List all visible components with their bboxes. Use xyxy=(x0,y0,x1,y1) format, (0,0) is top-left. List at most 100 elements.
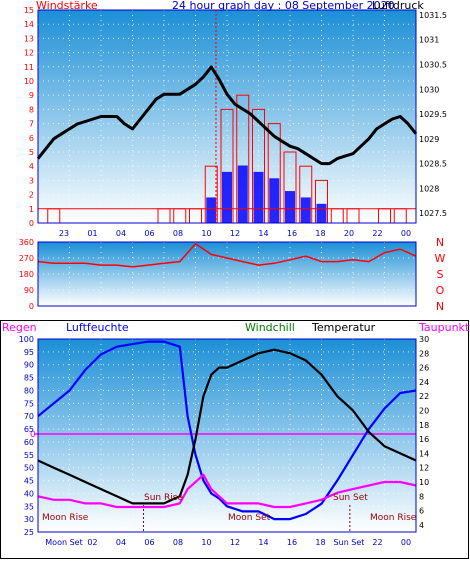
tick-right-compass: O xyxy=(436,284,445,297)
panel-3-frame xyxy=(37,338,417,533)
tick-x-panel3: 02 xyxy=(87,538,97,547)
tick-right-temperature: 20 xyxy=(419,406,429,415)
wind-direction-line xyxy=(37,242,417,268)
tick-left-direction: 0 xyxy=(29,302,34,311)
wind-avg-bar xyxy=(300,197,311,223)
tick-right-temperature: 26 xyxy=(419,364,429,373)
tick-x-panel3: 06 xyxy=(144,538,154,547)
moon-rise-right-label: Moon Rise xyxy=(370,513,417,523)
tick-left-wind: 6 xyxy=(29,134,34,143)
tick-right-temperature: 6 xyxy=(419,507,424,516)
label-rain: Regen xyxy=(2,321,37,334)
tick-left-humidity: 65 xyxy=(24,425,34,434)
tick-left-wind: 8 xyxy=(29,105,34,114)
tick-right-compass: N xyxy=(436,300,444,313)
label-dewpoint: Taupunkt xyxy=(418,321,470,334)
tick-x-panel3: 08 xyxy=(173,538,183,547)
panel-2-frame xyxy=(37,241,417,307)
label-temperature: Temperatur xyxy=(311,321,376,334)
tick-left-humidity: 85 xyxy=(24,374,34,383)
tick-left-humidity: 45 xyxy=(24,477,34,486)
tick-right-temperature: 30 xyxy=(419,335,429,344)
dewpoint-line xyxy=(37,473,417,509)
left-label-wind: Windstärke xyxy=(36,0,98,12)
series-layer xyxy=(34,65,418,532)
tick-right-temperature: 22 xyxy=(419,392,429,401)
wind-avg-bar xyxy=(253,171,264,223)
tick-left-humidity: 55 xyxy=(24,451,34,460)
tick-left-wind: 10 xyxy=(24,77,34,86)
tick-left-wind: 7 xyxy=(29,120,34,129)
sun-rise-label: Sun Rise xyxy=(144,493,183,503)
wind-avg-bar xyxy=(222,171,232,223)
tick-left-humidity: 80 xyxy=(24,386,34,395)
tick-left-wind: 5 xyxy=(29,148,34,157)
tick-x-panel1: 20 xyxy=(344,229,354,238)
tick-right-compass: N xyxy=(436,236,444,249)
moon-set-label: Moon Set xyxy=(228,513,271,523)
tick-x-panel1: 14 xyxy=(258,229,268,238)
tick-right-pressure: 1028 xyxy=(419,184,439,193)
wind-avg-bar xyxy=(285,191,295,223)
tick-right-temperature: 24 xyxy=(419,378,429,387)
tick-right-temperature: 10 xyxy=(419,478,429,487)
tick-left-humidity: 30 xyxy=(24,515,34,524)
tick-right-pressure: 1027.5 xyxy=(419,209,447,218)
tick-left-direction: 90 xyxy=(24,286,34,295)
tick-x-panel3: 10 xyxy=(201,538,211,547)
right-label-pressure: Luftdruck xyxy=(372,0,424,12)
tick-left-wind: 2 xyxy=(29,191,34,200)
sun-set-label: Sun Set xyxy=(333,493,368,503)
tick-x-panel1: 00 xyxy=(401,229,411,238)
tick-x-panel3: 18 xyxy=(315,538,325,547)
tick-x-panel3: 12 xyxy=(230,538,240,547)
tick-right-pressure: 1029.5 xyxy=(419,110,447,119)
tick-left-humidity: 25 xyxy=(24,528,34,537)
panel-1-frame xyxy=(37,9,417,224)
tick-right-temperature: 16 xyxy=(419,435,429,444)
moon-rise-left-label: Moon Rise xyxy=(42,513,89,523)
tick-x-panel3: 14 xyxy=(258,538,268,547)
tick-left-humidity: 50 xyxy=(24,464,34,473)
tick-left-humidity: 40 xyxy=(24,489,34,498)
tick-left-humidity: 70 xyxy=(24,412,34,421)
tick-right-pressure: 1028.5 xyxy=(419,160,447,169)
tick-x-panel1: 08 xyxy=(173,229,183,238)
tick-left-wind: 13 xyxy=(24,34,34,43)
wind-avg-bar xyxy=(206,197,217,223)
tick-left-humidity: 35 xyxy=(24,502,34,511)
tick-left-wind: 0 xyxy=(29,219,34,228)
tick-left-wind: 3 xyxy=(29,176,34,185)
temperature-line xyxy=(37,348,417,505)
humidity-line xyxy=(37,340,417,521)
tick-left-humidity: 90 xyxy=(24,361,34,370)
tick-left-humidity: 60 xyxy=(24,438,34,447)
tick-x-panel1: 16 xyxy=(287,229,297,238)
tick-left-wind: 9 xyxy=(29,91,34,100)
tick-x-panel1: 23 xyxy=(59,229,69,238)
tick-right-temperature: 12 xyxy=(419,464,429,473)
tick-x-panel1: 12 xyxy=(230,229,240,238)
tick-right-temperature: 8 xyxy=(419,492,424,501)
tick-right-pressure: 1031.5 xyxy=(419,11,447,20)
tick-x-panel3: 22 xyxy=(372,538,382,547)
tick-right-compass: S xyxy=(437,268,444,281)
tick-right-temperature: 14 xyxy=(419,449,429,458)
tick-right-pressure: 1031 xyxy=(419,36,439,45)
wind-avg-bar xyxy=(316,203,327,223)
outer-frame xyxy=(0,320,469,559)
tick-right-temperature: 28 xyxy=(419,349,429,358)
label-windchill: Windchill xyxy=(245,321,295,334)
tick-x-panel3: 04 xyxy=(116,538,126,547)
tick-right-temperature: 4 xyxy=(419,521,424,530)
tick-x-panel3: 00 xyxy=(401,538,411,547)
wind-avg-bar xyxy=(269,178,280,223)
tick-left-wind: 1 xyxy=(29,205,34,214)
tick-left-wind: 14 xyxy=(24,20,34,29)
tick-x-panel3: Sun Set xyxy=(334,538,365,547)
tick-x-panel1: 04 xyxy=(116,229,126,238)
tick-left-direction: 360 xyxy=(19,238,34,247)
tick-right-compass: W xyxy=(435,252,446,265)
